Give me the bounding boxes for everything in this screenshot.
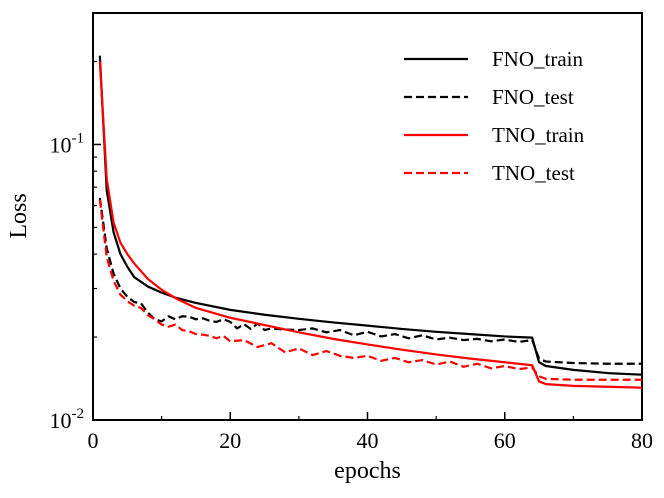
- legend-label-fno-train: FNO_train: [492, 47, 583, 71]
- plot-frame: [92, 12, 643, 421]
- x-tick-label: 80: [631, 428, 653, 453]
- series-line-fno-test: [98, 197, 642, 365]
- legend-label-tno-test: TNO_test: [492, 161, 575, 185]
- x-tick-label: 40: [357, 428, 379, 453]
- y-tick-label: 10-1: [50, 130, 85, 157]
- x-tick-label: 60: [494, 428, 516, 453]
- legend: FNO_train FNO_test TNO_train TNO_test: [404, 47, 585, 185]
- series-line-tno-train: [98, 61, 642, 389]
- x-tick-label: 20: [219, 428, 241, 453]
- y-tick-label: 10-2: [50, 406, 85, 433]
- series-line-tno-test: [98, 199, 642, 381]
- legend-label-tno-train: TNO_train: [492, 123, 585, 147]
- series-line-fno-train: [98, 55, 642, 376]
- x-tick-label: 0: [88, 428, 99, 453]
- legend-label-fno-test: FNO_test: [492, 85, 574, 109]
- x-axis-title: epochs: [334, 458, 401, 484]
- y-axis-title: Loss: [6, 193, 32, 238]
